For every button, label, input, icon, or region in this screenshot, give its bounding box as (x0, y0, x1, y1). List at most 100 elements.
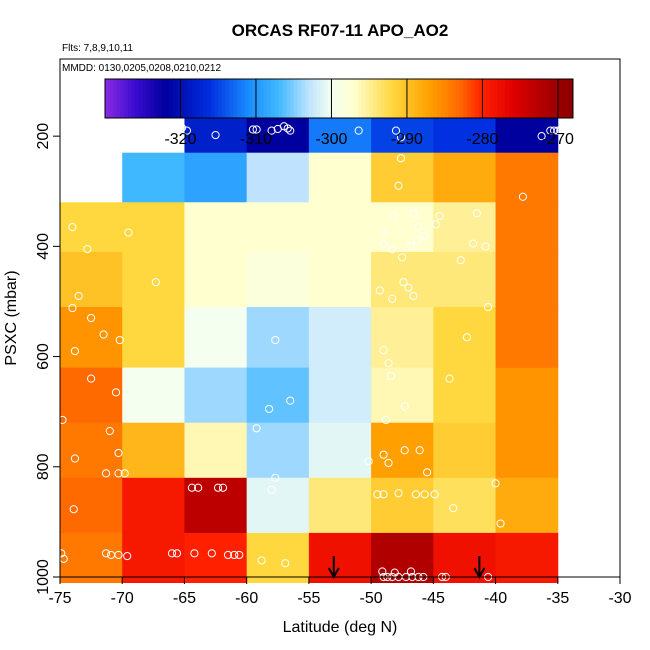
heatmap-cell (433, 367, 497, 424)
sample-point (379, 345, 388, 355)
sample-point (114, 469, 123, 478)
sample-point (406, 567, 416, 576)
colorbar-segment (195, 79, 200, 118)
sample-point (213, 483, 223, 492)
heatmap-cell (246, 367, 310, 424)
sample-point (388, 245, 397, 254)
y-tick-label: 800 (35, 453, 52, 480)
sample-point (252, 424, 261, 433)
heatmap-cell (308, 306, 372, 369)
heatmap-cell (60, 306, 123, 369)
colorbar-segment (493, 79, 498, 118)
colorbar-segment (320, 79, 325, 118)
colorbar-segment (508, 79, 514, 118)
colorbar-segment (384, 79, 389, 118)
sample-point (68, 303, 77, 313)
colorbar-segment (433, 79, 438, 118)
sample-point (396, 154, 406, 163)
colorbar-segment (157, 79, 163, 118)
heatmap-cell (433, 306, 497, 369)
sample-point (267, 485, 276, 495)
sample-point (445, 374, 454, 383)
sample-point (172, 549, 182, 558)
sample-point (430, 490, 439, 499)
sample-point (120, 469, 129, 478)
colorbar-segment (391, 79, 397, 118)
sample-point (373, 490, 382, 499)
sample-point (101, 549, 111, 558)
heatmap-cell (246, 477, 310, 534)
colorbar-segment (225, 79, 230, 118)
sample-point (257, 556, 266, 565)
heatmap-cell (246, 532, 310, 584)
colorbar-segment (463, 79, 468, 118)
sample-point (384, 359, 393, 368)
heatmap-cell (184, 477, 248, 534)
heatmap-cell (371, 367, 434, 424)
heatmap-cell (60, 367, 123, 424)
colorbar-segment (180, 79, 185, 118)
colorbar-segment (252, 79, 257, 118)
sample-point (230, 550, 239, 560)
colorbar-segment (331, 79, 336, 118)
x-tick-label: -35 (546, 590, 569, 607)
colorbar-segment (142, 79, 147, 118)
sample-point (105, 426, 114, 436)
colorbar-segment (422, 79, 427, 118)
sample-point (414, 222, 423, 232)
heatmap-cell (246, 422, 310, 479)
colorbar-segment (123, 79, 129, 118)
sample-point (177, 123, 187, 132)
heatmap-cell (495, 477, 559, 534)
colorbar-segment (165, 79, 170, 118)
colorbar-segment (188, 79, 193, 118)
sample-point (409, 209, 418, 218)
colorbar-segment (388, 79, 393, 118)
colorbar-segment (456, 79, 461, 118)
sample-point (537, 132, 546, 141)
sample-point (496, 519, 505, 528)
colorbar-segment (214, 79, 219, 118)
x-tick-label: -65 (173, 590, 196, 607)
colorbar-segment (293, 79, 298, 118)
sample-point (469, 239, 478, 248)
colorbar-segment (501, 79, 506, 118)
sample-point (449, 504, 458, 513)
colorbar-segment (312, 79, 317, 118)
y-axis: 200 400 600 800 1000 (35, 123, 60, 595)
chart-title: ORCAS RF07-11 APO_AO2 (232, 21, 449, 40)
colorbar-segment (357, 79, 363, 118)
colorbar-segment (410, 79, 415, 118)
sample-point (235, 550, 244, 560)
colorbar-segment (380, 79, 385, 118)
sample-point (404, 283, 413, 292)
sample-point (391, 126, 401, 135)
colorbar-segment (520, 79, 525, 118)
colorbar-segment (184, 79, 189, 118)
heatmap-cell (308, 367, 372, 424)
heatmap-cell (371, 306, 434, 369)
colorbar-segment (176, 79, 181, 118)
sample-point (378, 567, 387, 576)
sample-point (187, 483, 197, 492)
sample-points (57, 122, 565, 582)
colorbar-segment (108, 79, 113, 118)
colorbar-segment (497, 79, 502, 118)
colorbar-tick-label: -320 (164, 131, 196, 148)
sample-point (83, 245, 92, 254)
colorbar-segment (361, 79, 366, 118)
colorbar-segment (516, 79, 521, 118)
heatmap-cell (308, 532, 372, 584)
sample-point (57, 549, 66, 558)
colorbar-segment (342, 79, 347, 118)
colorbar-tick-label: -290 (391, 131, 423, 148)
sample-point (194, 483, 203, 492)
colorbar-tick-label: -280 (466, 131, 498, 148)
dates-label: MMDD: 0130,0205,0208,0210,0212 (62, 63, 221, 74)
sample-point (111, 388, 121, 397)
sample-point (411, 490, 421, 499)
sample-point (409, 291, 418, 301)
heatmap-cell (371, 202, 434, 253)
colorbar-segment (365, 79, 370, 118)
colorbar-segment (154, 79, 159, 118)
